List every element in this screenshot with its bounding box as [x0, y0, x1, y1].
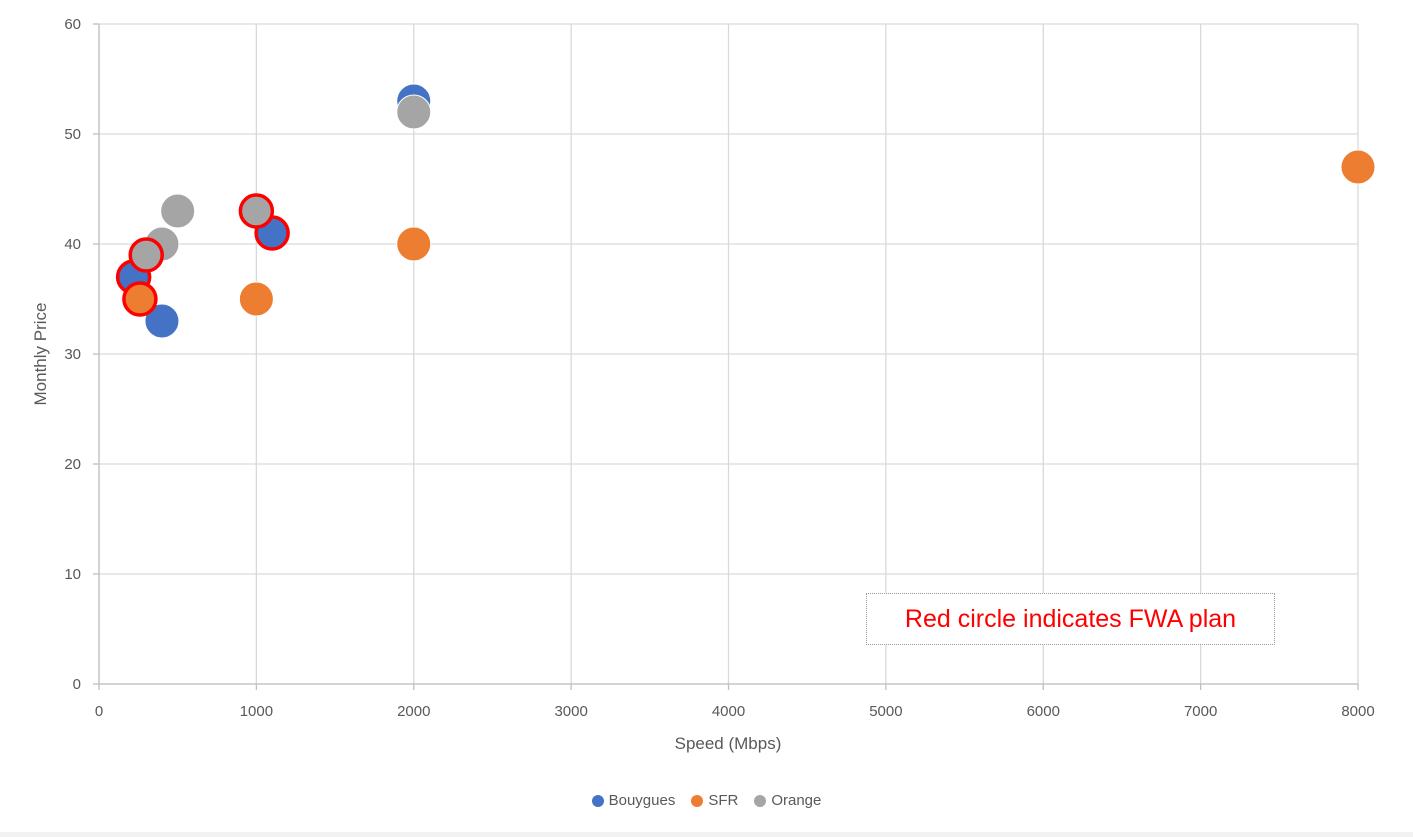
legend-label-sfr: SFR — [708, 792, 739, 809]
x-tick-label: 1000 — [240, 703, 273, 720]
gridlines — [93, 23, 1359, 690]
legend-label-orange: Orange — [771, 792, 822, 809]
legend-swatch-bouygues — [591, 794, 604, 807]
fwa-annotation-text: Red circle indicates FWA plan — [904, 604, 1237, 633]
bottom-border — [0, 832, 1413, 837]
legend-swatch-orange — [754, 794, 767, 807]
x-tick-label: 0 — [95, 703, 103, 720]
y-tick-label: 60 — [64, 16, 81, 33]
x-axis-title: Speed (Mbps) — [675, 734, 782, 753]
data-point-sfr — [238, 281, 274, 317]
data-point-sfr-fwa — [122, 281, 158, 317]
x-tick-label: 2000 — [397, 703, 430, 720]
y-tick-label: 30 — [64, 346, 81, 363]
legend-item-sfr: SFR — [691, 792, 738, 809]
fwa-annotation-box: Red circle indicates FWA plan — [866, 593, 1275, 645]
data-point-orange-fwa — [128, 237, 164, 273]
data-point-bouygues — [144, 303, 180, 339]
y-tick-label: 50 — [64, 126, 81, 143]
x-axis-ticks: 0 1000 2000 3000 4000 5000 6000 7000 8000 — [95, 703, 1375, 720]
data-points — [115, 83, 1376, 339]
y-axis-ticks: 0 10 20 30 40 50 60 — [64, 16, 81, 693]
data-point-sfr — [1340, 149, 1376, 185]
x-tick-label: 4000 — [712, 703, 745, 720]
x-tick-label: 7000 — [1184, 703, 1217, 720]
x-tick-label: 6000 — [1027, 703, 1060, 720]
legend-label-bouygues: Bouygues — [608, 792, 676, 809]
data-point-orange-fwa — [238, 193, 275, 229]
y-tick-label: 0 — [73, 676, 81, 693]
y-tick-label: 10 — [64, 566, 81, 583]
y-tick-label: 20 — [64, 456, 81, 473]
data-point-sfr — [396, 226, 432, 262]
y-axis-title: Monthly Price — [31, 303, 50, 406]
legend-item-bouygues: Bouygues — [591, 792, 676, 809]
x-tick-label: 8000 — [1341, 703, 1374, 720]
data-point-orange — [396, 94, 432, 130]
chart-legend: Bouygues SFR Orange — [0, 792, 1413, 809]
legend-swatch-sfr — [691, 794, 704, 807]
x-tick-label: 3000 — [554, 703, 587, 720]
data-point-orange — [160, 193, 196, 229]
y-tick-label: 40 — [64, 236, 81, 253]
x-tick-label: 5000 — [869, 703, 902, 720]
legend-item-orange: Orange — [754, 792, 821, 809]
